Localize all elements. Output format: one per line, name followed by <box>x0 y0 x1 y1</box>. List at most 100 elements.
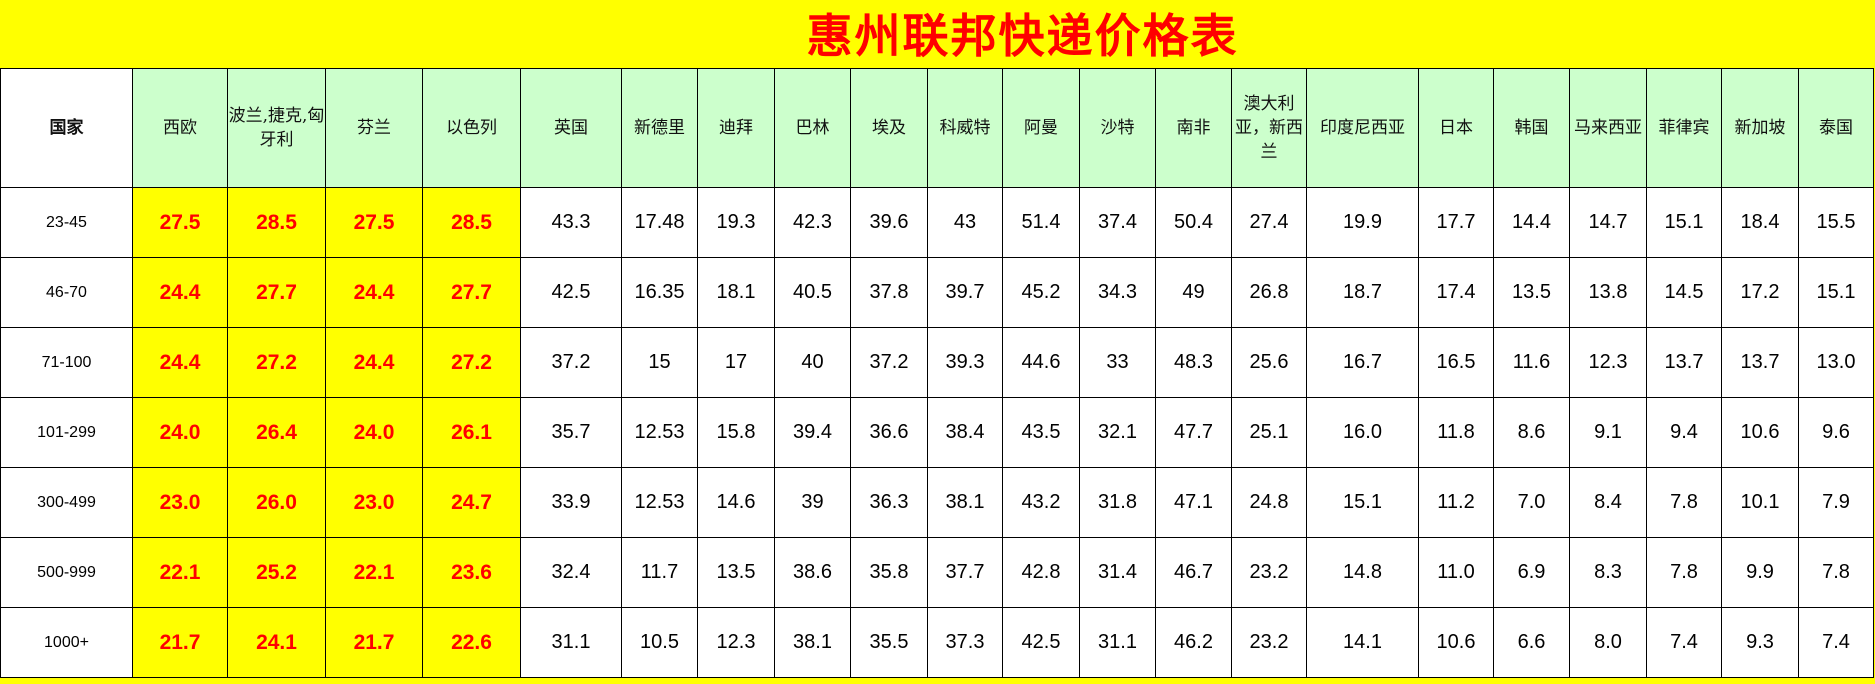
weight-cell: 300-499 <box>0 467 133 538</box>
price-cell: 37.3 <box>927 607 1003 678</box>
price-cell: 32.4 <box>520 537 622 608</box>
price-cell: 25.6 <box>1231 327 1307 398</box>
header-cell: 以色列 <box>422 68 521 188</box>
price-cell: 11.8 <box>1418 397 1494 468</box>
price-cell: 13.5 <box>1493 257 1570 328</box>
price-cell: 23.2 <box>1231 607 1307 678</box>
price-cell: 7.8 <box>1646 537 1722 608</box>
price-cell: 13.7 <box>1721 327 1799 398</box>
price-cell: 10.6 <box>1418 607 1494 678</box>
header-cell: 迪拜 <box>697 68 775 188</box>
price-cell: 8.0 <box>1569 607 1647 678</box>
price-cell: 10.5 <box>621 607 698 678</box>
header-cell: 泰国 <box>1798 68 1874 188</box>
price-cell: 7.4 <box>1646 607 1722 678</box>
price-cell: 23.2 <box>1231 537 1307 608</box>
price-cell: 24.4 <box>325 327 423 398</box>
price-cell: 11.0 <box>1418 537 1494 608</box>
price-cell: 32.1 <box>1079 397 1156 468</box>
price-cell: 28.5 <box>227 187 326 258</box>
header-cell: 澳大利亚，新西兰 <box>1231 68 1307 188</box>
price-cell: 25.2 <box>227 537 326 608</box>
price-cell: 27.5 <box>325 187 423 258</box>
price-cell: 24.0 <box>132 397 228 468</box>
price-cell: 39.4 <box>774 397 851 468</box>
price-cell: 38.1 <box>927 467 1003 538</box>
price-cell: 39.6 <box>850 187 928 258</box>
price-cell: 31.4 <box>1079 537 1156 608</box>
price-cell: 35.8 <box>850 537 928 608</box>
weight-cell: 46-70 <box>0 257 133 328</box>
price-cell: 48.3 <box>1155 327 1232 398</box>
price-cell: 15.1 <box>1306 467 1419 538</box>
price-cell: 31.1 <box>1079 607 1156 678</box>
price-cell: 43 <box>927 187 1003 258</box>
table-row: 71-100 24.4 27.2 24.4 27.2 37.2 15 17 40 37.2 39.3… <box>0 327 1874 398</box>
price-cell: 47.7 <box>1155 397 1232 468</box>
price-cell: 13.8 <box>1569 257 1647 328</box>
price-cell: 22.6 <box>422 607 521 678</box>
header-cell: 南非 <box>1155 68 1232 188</box>
price-cell: 39.3 <box>927 327 1003 398</box>
price-cell: 12.53 <box>621 467 698 538</box>
header-cell: 新德里 <box>621 68 698 188</box>
price-cell: 27.7 <box>422 257 521 328</box>
price-cell: 14.5 <box>1646 257 1722 328</box>
price-cell: 10.1 <box>1721 467 1799 538</box>
price-cell: 24.4 <box>325 257 423 328</box>
price-cell: 33 <box>1079 327 1156 398</box>
table-row: 1000+ 21.7 24.1 21.7 22.6 31.1 10.5 12.3 38.1 35.… <box>0 607 1874 678</box>
price-table: 国家 西欧 波兰,捷克,匈牙利 芬兰 以色列 英国 新德里 迪拜 巴林 埃及 科威特 阿曼 沙特 南非澳… <box>0 68 1874 678</box>
header-cell: 科威特 <box>927 68 1003 188</box>
price-cell: 28.5 <box>422 187 521 258</box>
price-cell: 22.1 <box>325 537 423 608</box>
price-cell: 39.7 <box>927 257 1003 328</box>
price-cell: 37.4 <box>1079 187 1156 258</box>
price-cell: 40.5 <box>774 257 851 328</box>
price-cell: 27.4 <box>1231 187 1307 258</box>
table-row: 23-45 27.5 28.5 27.5 28.5 43.3 17.48 19.3 42.3 39… <box>0 187 1874 258</box>
price-cell: 38.6 <box>774 537 851 608</box>
header-cell: 芬兰 <box>325 68 423 188</box>
header-cell: 马来西亚 <box>1569 68 1647 188</box>
price-cell: 16.7 <box>1306 327 1419 398</box>
weight-cell: 101-299 <box>0 397 133 468</box>
price-cell: 8.4 <box>1569 467 1647 538</box>
price-cell: 37.2 <box>850 327 928 398</box>
price-cell: 7.4 <box>1798 607 1874 678</box>
header-cell: 阿曼 <box>1002 68 1080 188</box>
weight-cell: 500-999 <box>0 537 133 608</box>
price-cell: 18.7 <box>1306 257 1419 328</box>
price-cell: 39 <box>774 467 851 538</box>
price-cell: 12.3 <box>697 607 775 678</box>
price-cell: 16.5 <box>1418 327 1494 398</box>
price-cell: 22.1 <box>132 537 228 608</box>
price-cell: 47.1 <box>1155 467 1232 538</box>
price-cell: 35.7 <box>520 397 622 468</box>
price-cell: 33.9 <box>520 467 622 538</box>
table-row: 300-499 23.0 26.0 23.0 24.7 33.9 12.53 14.6 39 36… <box>0 467 1874 538</box>
price-cell: 23.0 <box>132 467 228 538</box>
price-cell: 24.1 <box>227 607 326 678</box>
price-cell: 42.5 <box>1002 607 1080 678</box>
price-cell: 26.4 <box>227 397 326 468</box>
table-row: 101-299 24.0 26.4 24.0 26.1 35.7 12.53 15.8 39.4… <box>0 397 1874 468</box>
price-cell: 44.6 <box>1002 327 1080 398</box>
price-cell: 37.8 <box>850 257 928 328</box>
price-cell: 27.2 <box>422 327 521 398</box>
price-cell: 36.6 <box>850 397 928 468</box>
price-cell: 43.5 <box>1002 397 1080 468</box>
price-cell: 21.7 <box>132 607 228 678</box>
price-cell: 26.0 <box>227 467 326 538</box>
price-cell: 24.8 <box>1231 467 1307 538</box>
price-cell: 24.4 <box>132 257 228 328</box>
price-cell: 42.3 <box>774 187 851 258</box>
price-cell: 38.4 <box>927 397 1003 468</box>
price-cell: 46.2 <box>1155 607 1232 678</box>
price-cell: 15.8 <box>697 397 775 468</box>
price-cell: 17 <box>697 327 775 398</box>
price-cell: 7.0 <box>1493 467 1570 538</box>
price-cell: 7.8 <box>1798 537 1874 608</box>
header-cell: 日本 <box>1418 68 1494 188</box>
price-cell: 7.8 <box>1646 467 1722 538</box>
